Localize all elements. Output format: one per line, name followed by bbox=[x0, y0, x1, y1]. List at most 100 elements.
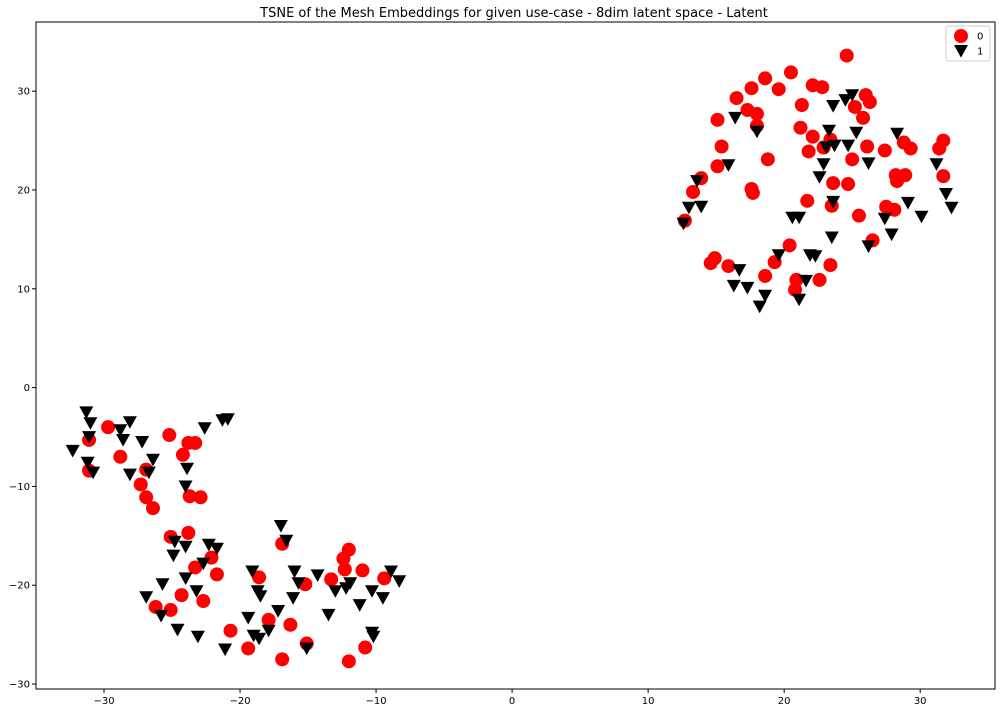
series-0-point bbox=[707, 251, 722, 266]
series-0-point bbox=[812, 272, 827, 287]
legend-label-1: 1 bbox=[977, 47, 983, 58]
series-0-point bbox=[793, 120, 808, 135]
series-1-point bbox=[798, 274, 813, 288]
series-0-point bbox=[841, 177, 856, 192]
series-0-point bbox=[860, 139, 875, 154]
series-0-point bbox=[815, 80, 830, 95]
series-1-point bbox=[241, 611, 256, 625]
series-0-point bbox=[729, 91, 744, 106]
series-0-point bbox=[936, 169, 951, 184]
series-0-point bbox=[758, 71, 773, 86]
series-0-point bbox=[710, 159, 725, 174]
series-1-point bbox=[113, 424, 128, 437]
series-0-point bbox=[283, 617, 298, 632]
series-1-point bbox=[139, 591, 154, 604]
series-1-point bbox=[849, 126, 864, 140]
y-tick-label: −20 bbox=[9, 581, 30, 592]
series-1-point bbox=[819, 141, 834, 155]
series-1-point bbox=[861, 240, 876, 253]
series-1-point bbox=[366, 630, 381, 644]
series-0-point bbox=[794, 98, 809, 113]
series-0-point bbox=[252, 570, 267, 585]
series-1-point bbox=[676, 217, 691, 231]
series-1-point bbox=[86, 466, 101, 480]
series-1-point bbox=[189, 585, 204, 598]
series-0-point bbox=[745, 185, 760, 200]
series-0-point bbox=[341, 654, 356, 669]
series-0-point bbox=[744, 81, 759, 96]
series-1-point bbox=[365, 585, 379, 598]
series-1-point bbox=[196, 557, 211, 571]
series-0-point bbox=[721, 259, 736, 274]
series-0-point bbox=[877, 143, 892, 158]
series-1-point bbox=[279, 534, 294, 548]
x-tick-label: 0 bbox=[509, 696, 515, 707]
series-0-point bbox=[710, 112, 725, 127]
series-0-point bbox=[782, 238, 797, 253]
series-0-point bbox=[162, 428, 177, 443]
series-1-point bbox=[861, 157, 876, 170]
series-1-point bbox=[253, 590, 268, 603]
series-0-point bbox=[826, 176, 841, 191]
series-0-point bbox=[324, 572, 339, 587]
series-1-point bbox=[197, 422, 212, 435]
series-1-point bbox=[220, 413, 235, 426]
series-0-point bbox=[890, 174, 905, 189]
series-1-point bbox=[310, 569, 325, 582]
series-1-point bbox=[384, 565, 398, 579]
series-1-point bbox=[245, 565, 260, 579]
series-1-point bbox=[155, 578, 170, 591]
series-0-point bbox=[760, 152, 775, 167]
y-tick-label: 30 bbox=[17, 87, 30, 98]
series-1-point bbox=[287, 565, 302, 579]
series-0-point bbox=[145, 501, 160, 516]
legend-label-0: 0 bbox=[977, 32, 983, 43]
y-tick-label: 20 bbox=[17, 185, 30, 196]
series-1-point bbox=[392, 575, 407, 588]
series-0-point bbox=[932, 141, 947, 156]
series-0-point bbox=[209, 567, 224, 582]
series-0-point bbox=[223, 623, 238, 638]
series-0-point bbox=[903, 141, 918, 156]
data-points bbox=[65, 48, 959, 669]
series-0-point bbox=[845, 152, 860, 167]
series-0-point bbox=[749, 106, 764, 121]
series-0-point bbox=[686, 184, 701, 199]
y-axis: −30 −20 −10 0 10 20 30 bbox=[9, 87, 36, 691]
series-0-point bbox=[175, 447, 190, 462]
series-1-point bbox=[758, 289, 773, 303]
series-0-point bbox=[771, 82, 786, 97]
series-0-point bbox=[758, 268, 773, 283]
series-1-point bbox=[178, 572, 193, 585]
series-0-point bbox=[188, 560, 203, 575]
legend-marker-0 bbox=[954, 29, 968, 43]
series-1-point bbox=[808, 250, 823, 263]
series-0-point bbox=[337, 562, 352, 577]
series-1-point bbox=[824, 231, 839, 245]
series-0-point bbox=[139, 490, 154, 505]
y-tick-label: 0 bbox=[24, 383, 30, 394]
series-1-point bbox=[299, 642, 314, 656]
series-1-point bbox=[792, 211, 807, 225]
series-1-point bbox=[375, 592, 390, 605]
series-1-point bbox=[838, 94, 853, 107]
series-1-point bbox=[180, 462, 194, 476]
series-0-point bbox=[714, 139, 729, 154]
series-1-point bbox=[321, 608, 336, 622]
series-1-point bbox=[728, 111, 743, 125]
series-0-point bbox=[182, 489, 197, 504]
series-1-point bbox=[141, 466, 156, 480]
series-1-point bbox=[261, 624, 276, 638]
series-1-point bbox=[170, 623, 185, 637]
series-1-point bbox=[135, 436, 150, 449]
series-1-point bbox=[914, 210, 929, 224]
series-1-point bbox=[116, 434, 131, 447]
legend-marker-1 bbox=[954, 45, 968, 58]
series-0-point bbox=[783, 65, 798, 80]
series-1-point bbox=[178, 540, 193, 554]
series-1-point bbox=[812, 171, 827, 184]
series-1-point bbox=[890, 127, 905, 141]
y-tick-label: −30 bbox=[9, 680, 30, 691]
series-0-point bbox=[355, 563, 370, 578]
series-0-point bbox=[805, 129, 820, 144]
